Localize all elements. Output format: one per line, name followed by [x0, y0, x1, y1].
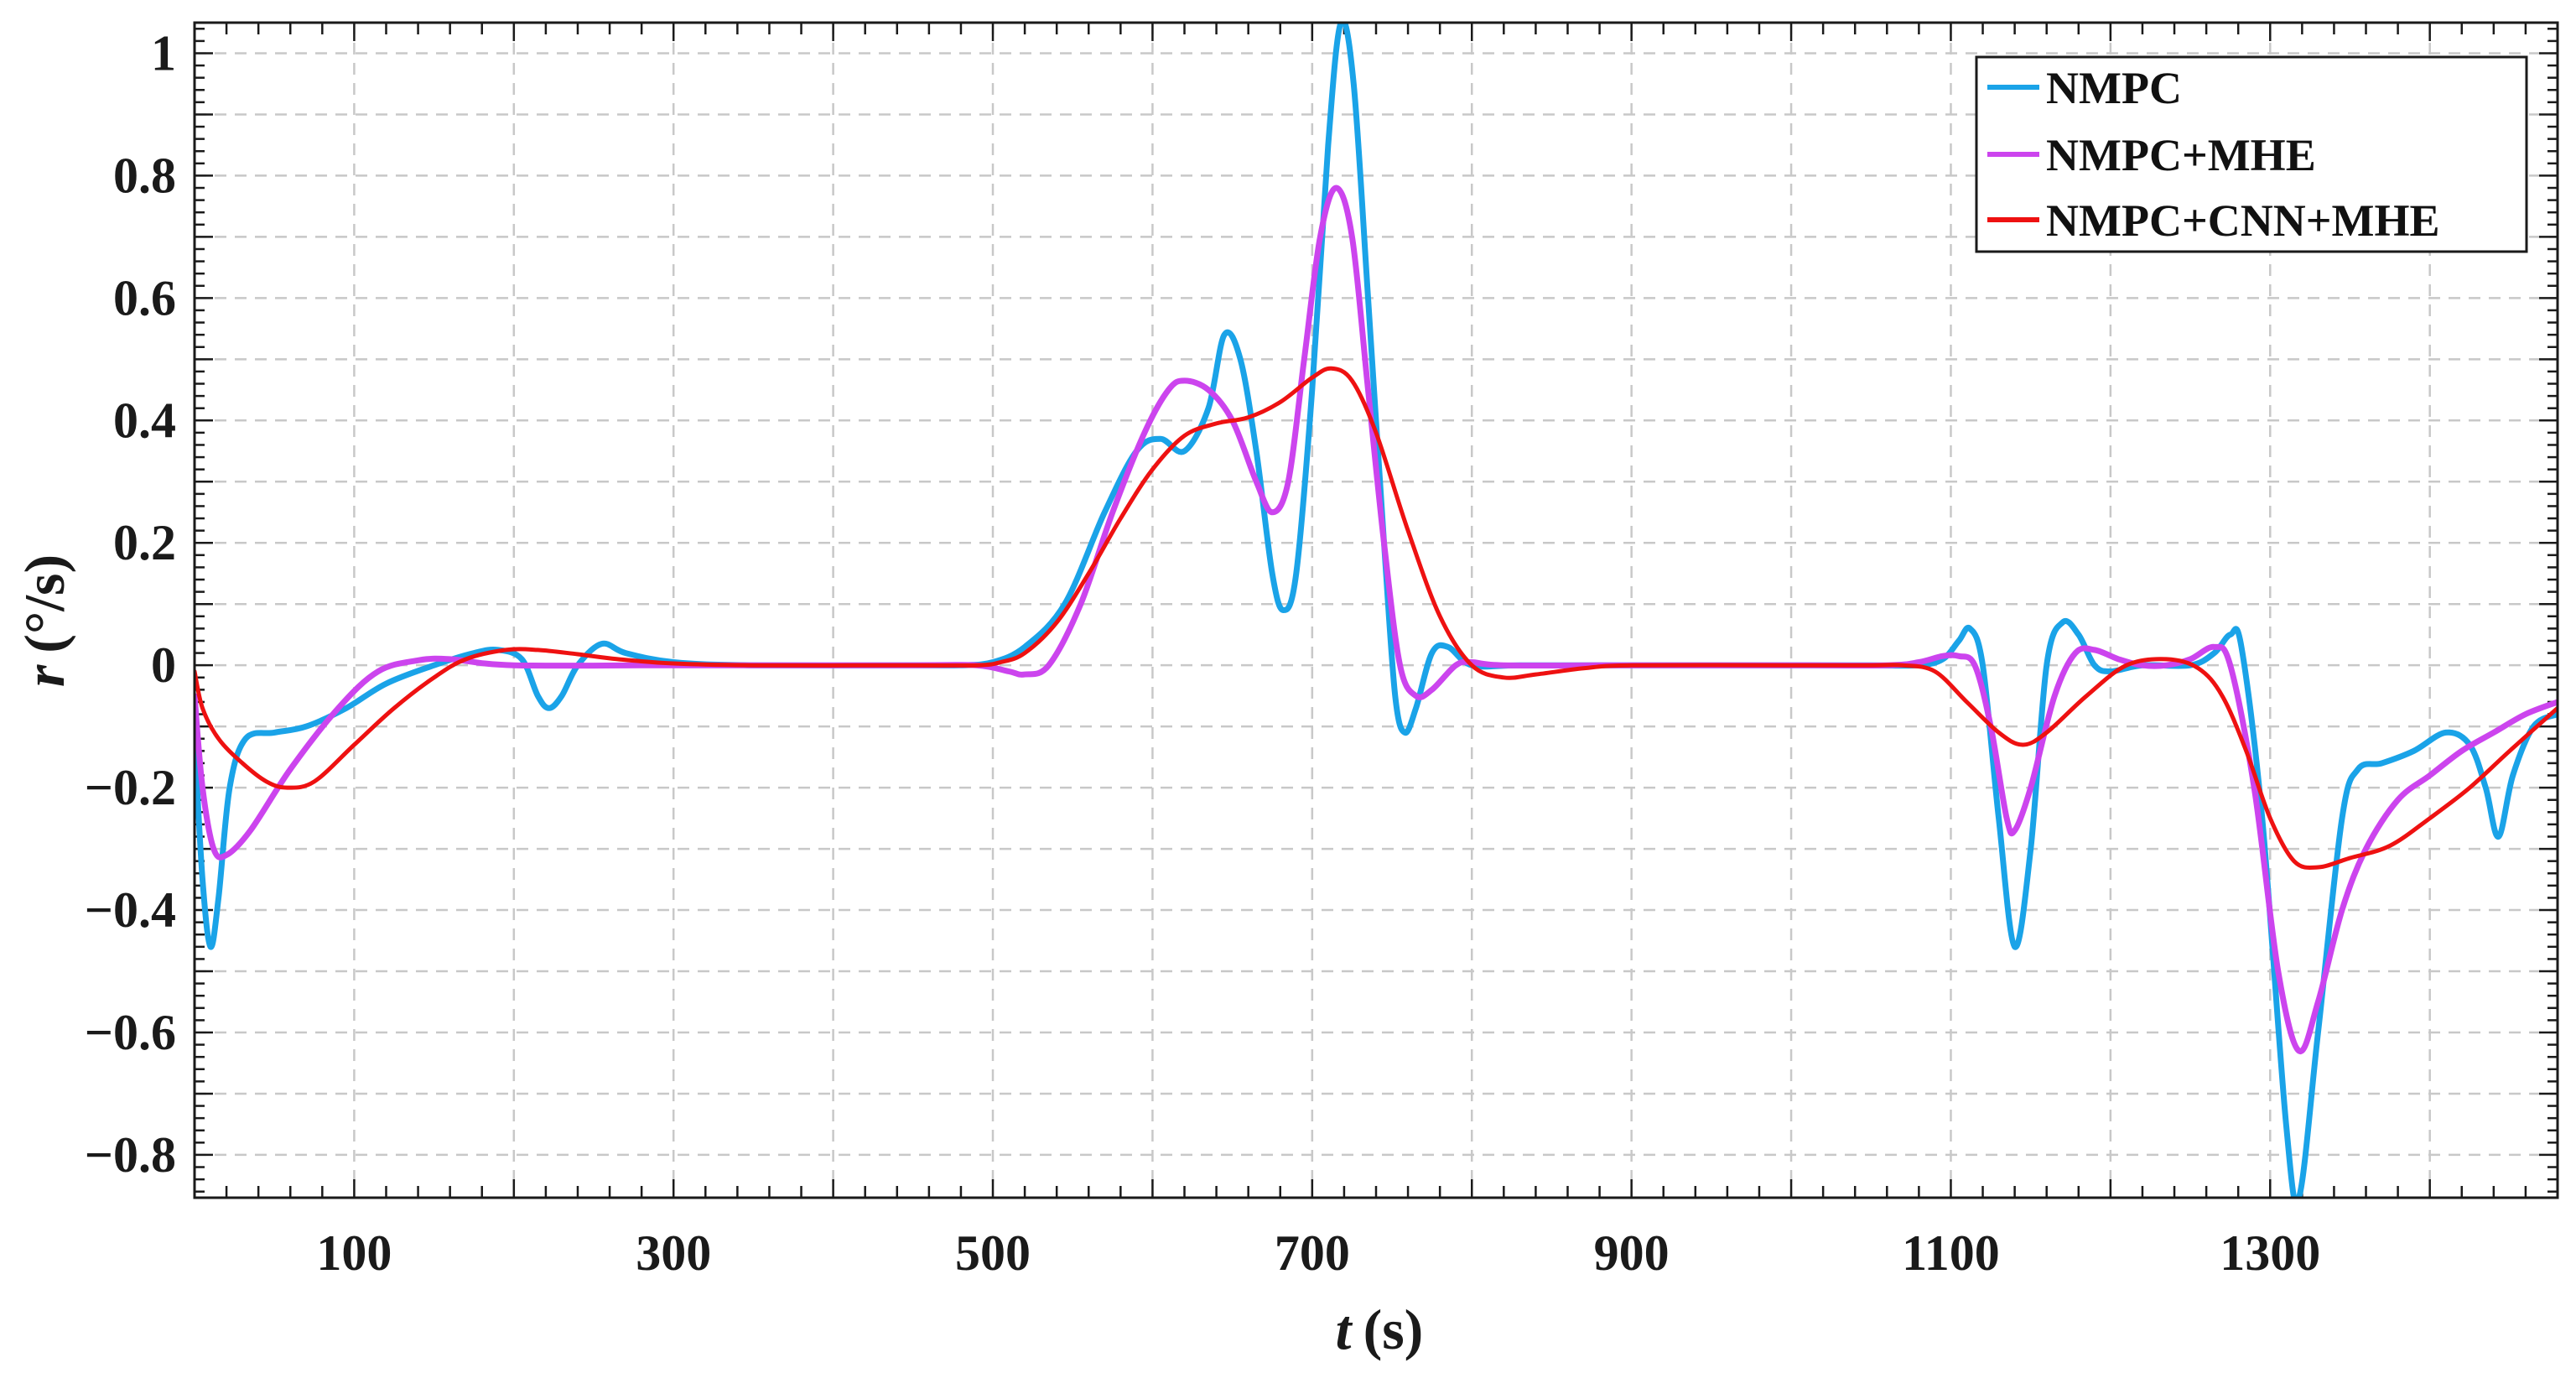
y-tick-label: 0.6 [113, 270, 176, 325]
y-tick-label: 0 [151, 637, 176, 693]
y-tick-label: 0.4 [113, 393, 176, 448]
legend-label-nmpc-cnn-mhe: NMPC+CNN+MHE [2046, 195, 2439, 246]
x-tick-label: 700 [1275, 1225, 1350, 1281]
series-line-nmpc-cnn-mhe [195, 366, 2558, 871]
y-axis-label-unit: (°/s) [13, 554, 76, 653]
x-axis-label: t (s) [1336, 1298, 1424, 1361]
y-tick-label: −0.6 [85, 1005, 176, 1060]
y-tick-label: −0.8 [85, 1127, 176, 1183]
y-tick-label: 1 [151, 25, 176, 81]
legend: NMPC NMPC+MHE NMPC+CNN+MHE [1975, 55, 2528, 253]
y-tick-label: −0.4 [85, 882, 176, 938]
plot-area [195, 23, 2558, 1198]
minor-ticks [193, 23, 2559, 1198]
x-axis-label-var: t [1336, 1298, 1353, 1361]
x-tick-label: 1100 [1902, 1225, 2000, 1281]
y-axis-label-var: r [13, 664, 76, 687]
x-axis-label-unit: (s) [1363, 1298, 1424, 1361]
legend-label-nmpc: NMPC [2046, 63, 2182, 113]
y-tick-label: −0.2 [85, 760, 176, 815]
legend-box [1975, 55, 2528, 253]
y-axis-label: r (°/s) [13, 554, 76, 687]
y-tick-labels: 1 0.8 0.6 0.4 0.2 0 −0.2 −0.4 −0.6 −0.8 [85, 25, 176, 1182]
legend-label-nmpc-mhe: NMPC+MHE [2046, 130, 2316, 180]
plot-frame [193, 21, 2559, 1199]
x-tick-label: 500 [955, 1225, 1031, 1281]
x-tick-label: 300 [636, 1225, 711, 1281]
x-tick-label: 900 [1594, 1225, 1670, 1281]
y-tick-label: 0.8 [113, 148, 176, 203]
x-tick-label: 1300 [2220, 1225, 2320, 1281]
x-tick-label: 100 [316, 1225, 392, 1281]
y-tick-label: 0.2 [113, 515, 176, 570]
x-tick-labels: 100 300 500 700 900 1100 1300 [316, 1225, 2320, 1281]
